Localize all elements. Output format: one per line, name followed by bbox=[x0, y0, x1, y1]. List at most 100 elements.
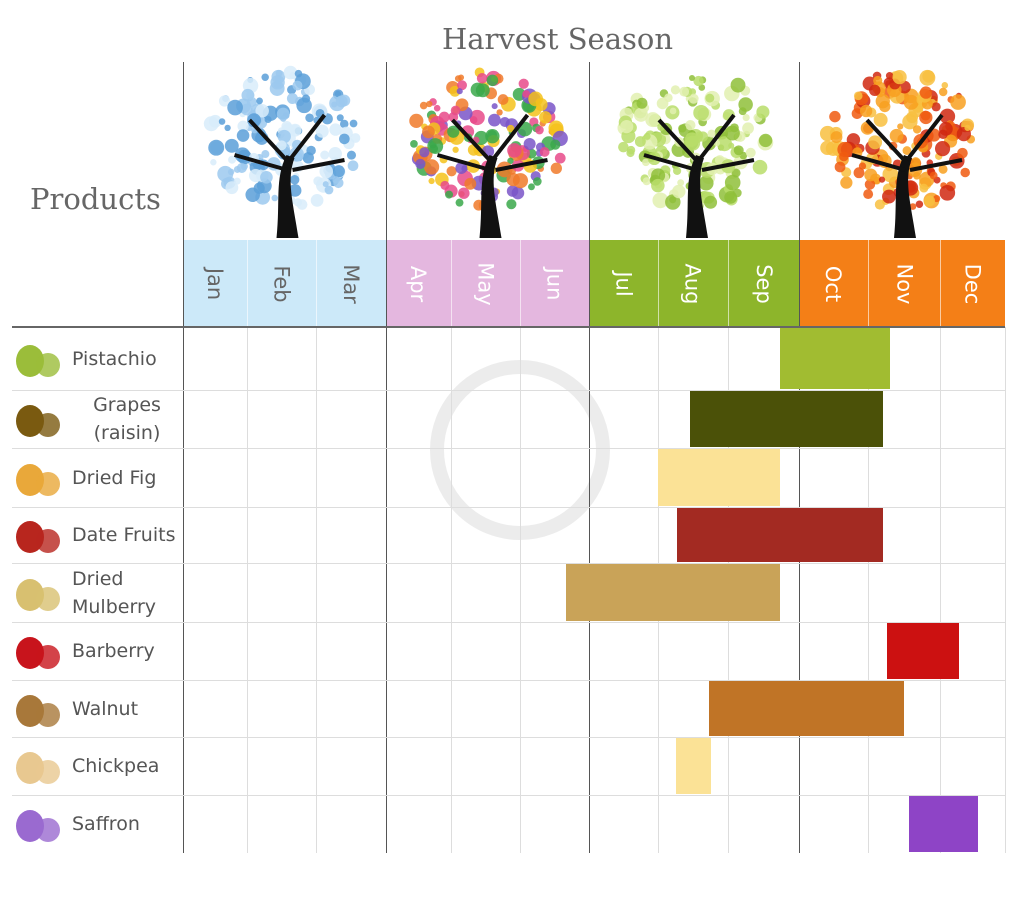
mulberry-icon bbox=[10, 571, 66, 615]
grid-line-vertical bbox=[1005, 327, 1006, 853]
product-label-line: Saffron bbox=[72, 813, 140, 835]
barberry-icon bbox=[10, 629, 66, 673]
product-label-line: Barberry bbox=[72, 640, 155, 662]
grid-line-vertical bbox=[247, 327, 248, 853]
raisin-icon bbox=[10, 397, 66, 441]
grid-line-vertical bbox=[940, 327, 941, 853]
tree-illustration-winter bbox=[193, 60, 376, 240]
harvest-bar-barberry bbox=[887, 623, 959, 679]
product-label: Date Fruits bbox=[72, 521, 182, 549]
month-label-text: Feb bbox=[269, 264, 294, 303]
harvest-bar-chickpea bbox=[675, 738, 712, 794]
grid-line-horizontal bbox=[12, 680, 1005, 681]
grid-line-horizontal bbox=[12, 390, 1005, 391]
month-label-sep: Sep bbox=[728, 240, 799, 327]
month-label-text: May bbox=[473, 261, 498, 306]
tree-illustration-autumn bbox=[809, 60, 995, 240]
harvest-bar-fig bbox=[658, 449, 780, 506]
season-band-autumn bbox=[799, 240, 1005, 327]
season-divider bbox=[386, 62, 387, 853]
season-band-summer bbox=[589, 240, 799, 327]
month-label-dec: Dec bbox=[940, 240, 1005, 327]
saffron-icon bbox=[10, 802, 66, 846]
product-label-line: Grapes bbox=[93, 394, 161, 416]
month-label-text: Sep bbox=[751, 263, 776, 304]
pistachio-icon bbox=[10, 337, 66, 381]
month-label-feb: Feb bbox=[247, 240, 316, 327]
product-label-line: (raisin) bbox=[93, 422, 161, 444]
grid-line-vertical bbox=[247, 240, 248, 327]
month-label-text: Mar bbox=[339, 263, 363, 304]
grid-line-horizontal bbox=[12, 622, 1005, 623]
grid-line-horizontal bbox=[12, 448, 1005, 449]
grid-line-vertical bbox=[451, 240, 452, 327]
grid-line-vertical bbox=[316, 327, 317, 853]
month-label-text: Dec bbox=[960, 263, 985, 304]
tree-illustration-summer bbox=[599, 60, 789, 240]
month-label-text: Apr bbox=[406, 265, 431, 302]
month-label-mar: Mar bbox=[316, 240, 386, 327]
grid-line-horizontal bbox=[12, 795, 1005, 796]
product-label-line: Walnut bbox=[72, 697, 139, 720]
month-label-text: Aug bbox=[680, 262, 705, 305]
product-label: Pistachio bbox=[72, 345, 182, 373]
month-label-oct: Oct bbox=[799, 240, 868, 327]
grid-line-vertical bbox=[316, 240, 317, 327]
month-label-jun: Jun bbox=[520, 240, 589, 327]
grid-line-vertical bbox=[728, 240, 729, 327]
product-label-line: Dried Fig bbox=[72, 466, 157, 489]
product-label: Barberry bbox=[72, 637, 182, 665]
chart-title: Harvest Season bbox=[441, 22, 674, 56]
month-label-apr: Apr bbox=[386, 240, 451, 327]
month-label-text: Nov bbox=[892, 263, 916, 304]
season-divider bbox=[589, 62, 590, 853]
month-label-text: Jan bbox=[203, 267, 227, 300]
product-label: Dried Fig bbox=[72, 464, 182, 492]
grid-line-vertical bbox=[1005, 240, 1006, 327]
product-label: Dried Mulberry bbox=[72, 565, 182, 621]
grid-line-vertical bbox=[658, 240, 659, 327]
product-label-line: Chickpea bbox=[72, 755, 160, 777]
product-label-line: Mulberry bbox=[72, 595, 156, 618]
product-label: Walnut bbox=[72, 695, 182, 723]
season-band-spring bbox=[386, 240, 589, 327]
grid-line-vertical bbox=[520, 327, 521, 853]
grid-line-vertical bbox=[868, 327, 869, 853]
month-label-nov: Nov bbox=[868, 240, 940, 327]
tree-illustration-spring bbox=[396, 60, 579, 240]
harvest-bar-mulberry bbox=[566, 564, 780, 621]
grid-line-horizontal bbox=[12, 507, 1005, 508]
month-label-text: Jul bbox=[611, 270, 636, 297]
product-label-line: Pistachio bbox=[72, 347, 157, 370]
harvest-bar-saffron bbox=[909, 796, 978, 852]
grid-line-vertical bbox=[940, 240, 941, 327]
fig-icon bbox=[10, 456, 66, 500]
month-label-text: Jun bbox=[542, 267, 567, 300]
header-divider bbox=[12, 326, 1005, 328]
season-divider bbox=[183, 62, 184, 853]
season-band-winter bbox=[183, 240, 386, 327]
month-label-aug: Aug bbox=[658, 240, 728, 327]
grid-line-vertical bbox=[520, 240, 521, 327]
month-label-jan: Jan bbox=[183, 240, 247, 327]
month-label-jul: Jul bbox=[589, 240, 658, 327]
grid-line-vertical bbox=[451, 327, 452, 853]
product-label-line: Dried bbox=[72, 567, 124, 590]
grid-line-horizontal bbox=[12, 737, 1005, 738]
product-label: Saffron bbox=[72, 810, 182, 838]
product-label: Chickpea bbox=[72, 752, 182, 780]
products-heading: Products bbox=[30, 182, 161, 216]
harvest-bar-walnut bbox=[709, 681, 904, 736]
harvest-bar-pistachio bbox=[779, 328, 890, 389]
chickpea-icon bbox=[10, 744, 66, 788]
season-divider bbox=[799, 62, 800, 853]
grid-line-horizontal bbox=[12, 563, 1005, 564]
month-label-may: May bbox=[451, 240, 520, 327]
harvest-bar-date bbox=[676, 508, 884, 562]
date-icon bbox=[10, 513, 66, 557]
product-label-line: Date Fruits bbox=[72, 524, 176, 546]
grid-line-vertical bbox=[868, 240, 869, 327]
walnut-icon bbox=[10, 687, 66, 731]
harvest-bar-raisin bbox=[689, 391, 884, 447]
